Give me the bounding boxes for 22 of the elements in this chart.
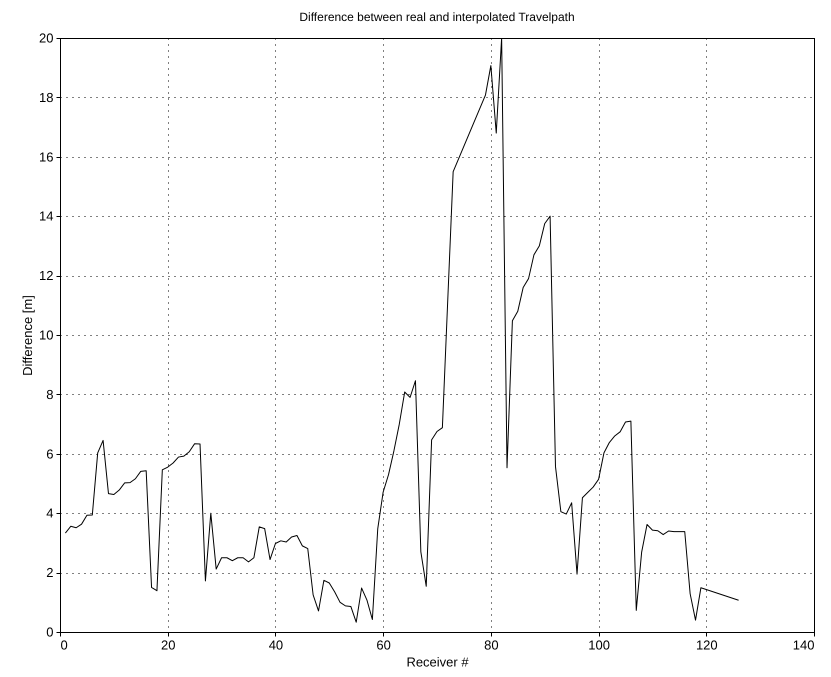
x-tick-label: 20 (160, 638, 176, 652)
y-axis-title: Difference [m] (20, 295, 36, 376)
y-tick-label: 4 (46, 506, 54, 521)
x-tick-label: 100 (588, 638, 610, 652)
y-tick-label: 18 (39, 90, 54, 105)
y-tick-label: 12 (39, 268, 54, 284)
y-tick-label: 10 (39, 328, 54, 342)
y-tick-label: 8 (46, 386, 54, 402)
y-tick-label: 14 (39, 208, 54, 224)
y-tick-label: 16 (39, 149, 54, 164)
x-axis-title: Receiver # (406, 654, 470, 670)
x-tick-label: 140 (792, 638, 814, 652)
y-tick-label: 20 (39, 30, 54, 46)
x-tick-label: 120 (696, 638, 718, 652)
x-tick-label: 60 (376, 638, 391, 652)
x-tick-label: 40 (268, 638, 284, 652)
x-tick-label: 0 (60, 638, 68, 652)
y-tick-label: 2 (46, 565, 54, 580)
x-tick-label: 80 (484, 638, 499, 652)
y-tick-label: 0 (46, 624, 54, 640)
y-tick-label: 6 (46, 446, 54, 462)
chart-title: Difference between real and interpolated Travelpath (299, 10, 575, 24)
